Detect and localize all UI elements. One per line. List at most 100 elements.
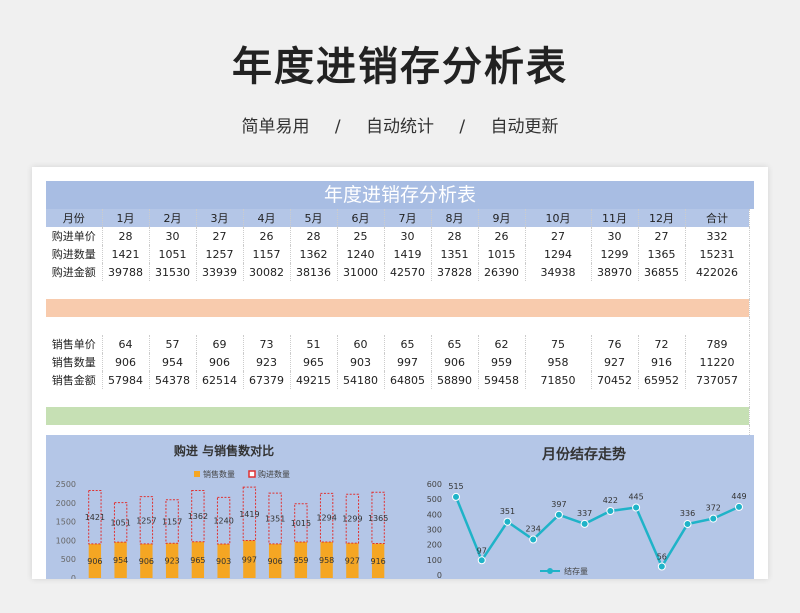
table-cell: 923 [243, 353, 291, 371]
data-label-sales: 927 [345, 557, 360, 566]
bar-sales [268, 543, 282, 578]
table-cell: 65952 [638, 371, 686, 389]
table-cell: 30 [384, 227, 432, 245]
series-line [454, 496, 740, 570]
data-label-purchase: 1257 [136, 516, 156, 525]
charts-area: 购进 与销售数对比 销售数量 购进数量 0 500 1000 1500 2000 2500 906… [46, 435, 754, 579]
data-point [477, 556, 486, 565]
table-cell: 42570 [384, 263, 432, 281]
table-cell: 1015 [478, 245, 526, 263]
table-row: 购进金额 39788 31530 33939 30082 38136 31000 42570 3… [46, 263, 750, 281]
table-cell: 422026 [685, 263, 750, 281]
data-label: 234 [526, 525, 541, 534]
table-cell: 3月 [196, 209, 244, 227]
bar-purchase [191, 490, 205, 543]
table-cell: 28 [102, 227, 150, 245]
subtitle-item-auto-update: 自动更新 [490, 117, 559, 137]
table-cell: 8月 [431, 209, 479, 227]
table-cell: 916 [638, 353, 686, 371]
bar-purchase [139, 496, 154, 545]
table-cell: 958 [525, 353, 592, 371]
subtitle-separator: / [334, 117, 341, 137]
data-label: 449 [731, 492, 746, 501]
table-cell: 15231 [685, 245, 750, 263]
data-label-sales: 906 [267, 557, 282, 566]
table-cell: 1294 [525, 245, 592, 263]
table-cell: 37828 [431, 263, 479, 281]
bar-purchase [319, 492, 334, 543]
table-cell: 332 [685, 227, 750, 245]
data-label-sales: 965 [190, 556, 205, 565]
table-cell: 31530 [149, 263, 197, 281]
table-cell: 71850 [525, 371, 592, 389]
data-label: 397 [551, 500, 566, 509]
table-cell: 54378 [149, 371, 197, 389]
bar-purchase [242, 486, 257, 542]
table-cell: 6月 [337, 209, 385, 227]
data-label-sales: 903 [216, 557, 231, 566]
table-cell: 38970 [591, 263, 639, 281]
table-cell: 1351 [431, 245, 479, 263]
table-cell: 39788 [102, 263, 150, 281]
legend-marker [547, 568, 553, 574]
table-cell: 4月 [243, 209, 291, 227]
table-cell: 1257 [196, 245, 244, 263]
data-point [554, 510, 563, 519]
table-cell: 72 [638, 335, 686, 353]
data-point [503, 517, 512, 526]
data-label-sales: 906 [87, 557, 102, 566]
table-cell: 30 [591, 227, 639, 245]
table-cell: 62514 [196, 371, 244, 389]
bar-sales [371, 543, 385, 578]
table-cell: 75 [525, 335, 592, 353]
bar-purchase [113, 502, 128, 543]
data-label-purchase: 1421 [85, 513, 105, 522]
row-gap [46, 281, 750, 299]
table-cell: 11220 [685, 353, 750, 371]
y-tick-label: 200 [427, 541, 442, 550]
bar-purchase [345, 493, 360, 544]
table-cell: 28 [290, 227, 338, 245]
bar-sales [165, 543, 179, 578]
data-label-sales: 923 [164, 557, 179, 566]
data-label: 445 [628, 493, 643, 502]
table-cell: 65 [384, 335, 432, 353]
row-label: 销售单价 [46, 335, 103, 353]
table-cell: 25 [337, 227, 385, 245]
y-tick-label: 2500 [56, 480, 76, 489]
data-label: 422 [603, 496, 618, 505]
data-point [735, 502, 743, 511]
table-cell: 31000 [337, 263, 385, 281]
line-chart: 月份结存走势 0 100 200 300 400 500 600 515 97 351 234 397 3… [427, 446, 747, 579]
spreadsheet-preview: 年度进销存分析表 月份 1月 2月 3月 4月 5月 6月 7月 8月 9月 10月 11月 12月 合计… [32, 167, 768, 579]
separator-band-green [46, 407, 750, 425]
subtitle-item-auto-stat: 自动统计 [366, 117, 434, 137]
bar-purchase [294, 503, 308, 543]
data-label-purchase: 1365 [368, 514, 388, 523]
y-tick-label: 600 [427, 480, 442, 489]
data-label: 337 [577, 509, 592, 518]
table-cell: 57 [149, 335, 197, 353]
bar-sales [191, 541, 205, 578]
bar-purchase [88, 490, 102, 545]
table-cell: 76 [591, 335, 639, 353]
data-point [709, 514, 718, 523]
table-cell: 11月 [591, 209, 639, 227]
row-gap [46, 389, 750, 407]
row-label: 月份 [46, 209, 103, 227]
table-cell: 38136 [290, 263, 338, 281]
data-label: 56 [657, 553, 667, 562]
bar-sales [243, 540, 256, 578]
table-cell: 57984 [102, 371, 150, 389]
data-label-purchase: 1299 [342, 515, 362, 524]
table-cell: 26 [243, 227, 291, 245]
table-cell: 10月 [525, 209, 592, 227]
table-cell: 906 [431, 353, 479, 371]
table-cell: 27 [525, 227, 592, 245]
data-label: 336 [680, 509, 695, 518]
bar-sales [294, 541, 308, 578]
data-label: 97 [477, 546, 487, 555]
table-cell: 33939 [196, 263, 244, 281]
table-cell: 997 [384, 353, 432, 371]
bar-sales [217, 544, 230, 578]
